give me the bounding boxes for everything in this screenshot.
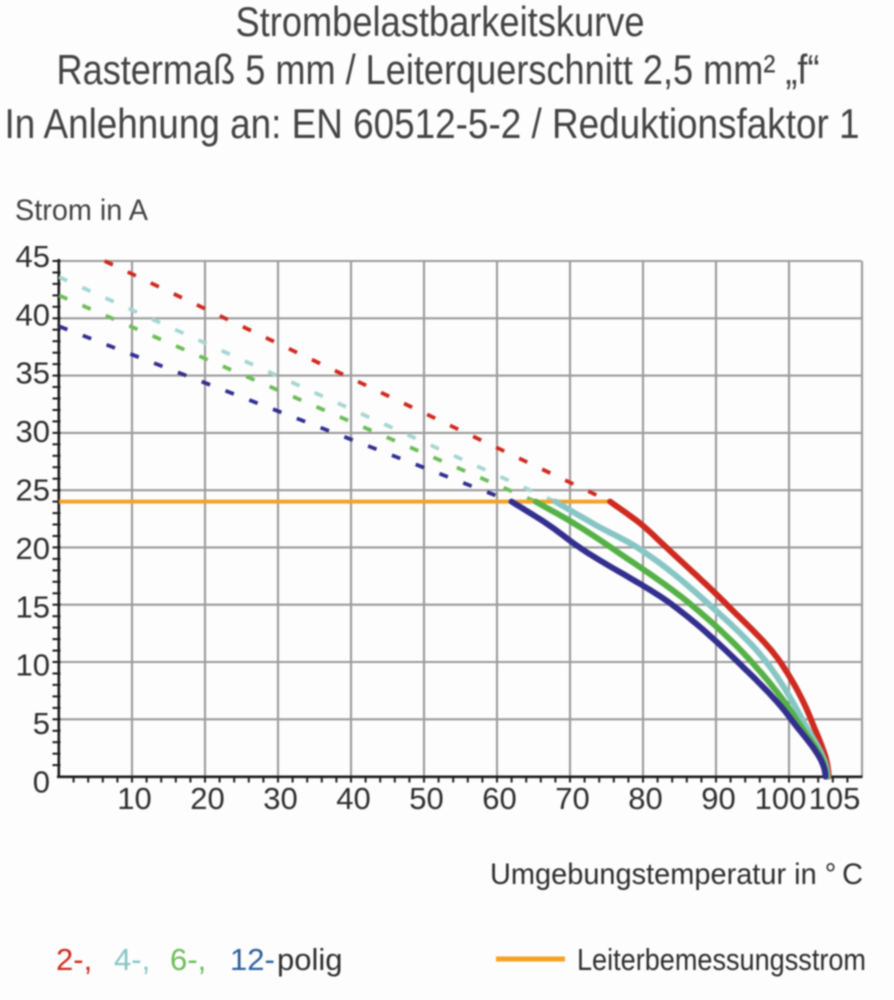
svg-text:40: 40 [16, 297, 50, 332]
svg-text:60: 60 [482, 781, 516, 816]
svg-text:20: 20 [190, 781, 224, 816]
svg-text:polig: polig [277, 942, 343, 977]
svg-text:100: 100 [755, 781, 807, 816]
svg-text:90: 90 [701, 781, 735, 816]
svg-text:2-,: 2-, [56, 942, 92, 977]
svg-text:30: 30 [16, 414, 50, 449]
svg-text:45: 45 [16, 239, 50, 274]
svg-text:15: 15 [16, 589, 50, 624]
svg-text:10: 10 [16, 648, 50, 683]
svg-text:4-,: 4-, [114, 942, 150, 977]
svg-text:105: 105 [809, 781, 861, 816]
svg-text:6-,: 6-, [170, 942, 206, 977]
svg-text:5: 5 [33, 706, 50, 741]
svg-text:Strombelastbarkeitskurve: Strombelastbarkeitskurve [236, 0, 645, 45]
svg-text:80: 80 [628, 781, 662, 816]
svg-text:Leiterbemessungsstrom: Leiterbemessungsstrom [577, 942, 866, 977]
svg-text:40: 40 [336, 781, 370, 816]
svg-text:Umgebungstemperatur in ° C: Umgebungstemperatur in ° C [490, 858, 863, 891]
svg-text:Rastermaß 5 mm / Leiterquersch: Rastermaß 5 mm / Leiterquerschnitt 2,5 m… [57, 46, 820, 93]
svg-text:35: 35 [16, 356, 50, 391]
svg-text:Strom in A: Strom in A [15, 194, 148, 227]
svg-text:In Anlehnung an: EN 60512-5-2: In Anlehnung an: EN 60512-5-2 / Reduktio… [5, 100, 860, 147]
svg-text:0: 0 [33, 765, 50, 800]
svg-text:25: 25 [16, 473, 50, 508]
svg-text:10: 10 [117, 781, 151, 816]
svg-text:70: 70 [555, 781, 589, 816]
svg-text:30: 30 [263, 781, 297, 816]
svg-text:12-: 12- [230, 942, 275, 977]
svg-text:50: 50 [409, 781, 443, 816]
svg-text:20: 20 [16, 531, 50, 566]
